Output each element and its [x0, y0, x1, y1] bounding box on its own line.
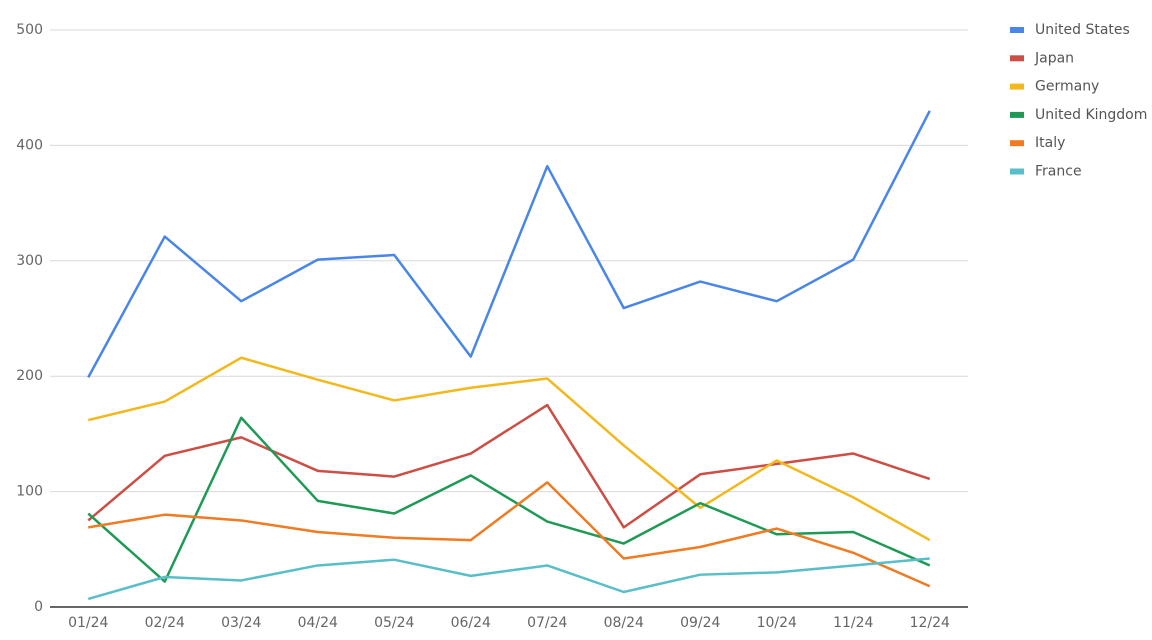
x-tick-label: 07/24 [527, 615, 567, 631]
y-tick-label: 300 [16, 253, 43, 269]
x-tick-label: 12/24 [910, 615, 950, 631]
series-line [87, 557, 930, 601]
series-line [87, 110, 931, 378]
x-tick-label: 08/24 [604, 615, 644, 631]
legend-label: United Kingdom [1035, 107, 1147, 123]
x-tick-label: 03/24 [221, 615, 261, 631]
legend-label: Germany [1035, 79, 1099, 95]
x-tick-label: 04/24 [298, 615, 338, 631]
y-tick-label: 400 [16, 137, 43, 153]
legend-label: United States [1035, 22, 1130, 38]
x-tick-label: 02/24 [145, 615, 185, 631]
legend-label: France [1035, 164, 1082, 180]
series-line [87, 356, 931, 542]
y-tick-label: 0 [34, 599, 43, 615]
legend-swatch [1010, 55, 1024, 62]
x-tick-label: 01/24 [68, 615, 108, 631]
x-tick-label: 05/24 [374, 615, 414, 631]
series-line [87, 416, 931, 583]
x-tick-label: 10/24 [757, 615, 797, 631]
x-tick-label: 06/24 [451, 615, 491, 631]
y-tick-label: 100 [16, 484, 43, 500]
legend-swatch [1010, 83, 1024, 90]
x-tick-label: 09/24 [680, 615, 720, 631]
legend-swatch [1010, 111, 1024, 118]
legend-label: Japan [1034, 50, 1074, 66]
legend-label: Italy [1035, 135, 1065, 151]
x-tick-label: 11/24 [833, 615, 873, 631]
legend-swatch [1010, 168, 1024, 175]
series-line [88, 481, 931, 588]
y-tick-label: 200 [16, 368, 43, 384]
legend-swatch [1010, 140, 1024, 147]
y-tick-label: 500 [16, 22, 43, 38]
series-line [87, 403, 931, 529]
legend-swatch [1010, 27, 1024, 33]
